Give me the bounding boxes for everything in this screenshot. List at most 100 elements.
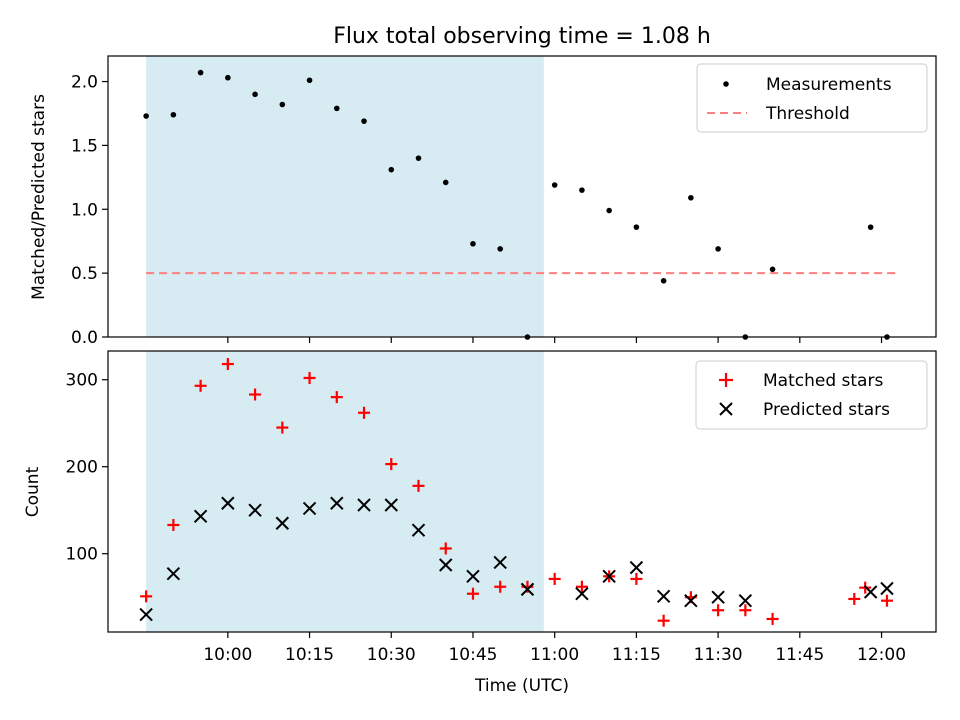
predicted-point-b: [357, 498, 371, 512]
top-ytick-label: 2.0: [71, 73, 98, 93]
matched-point: [167, 518, 180, 531]
predicted-point-b: [684, 593, 698, 608]
predicted-point: [139, 607, 153, 622]
matched-point: [630, 572, 643, 585]
top-legend: Measurements Threshold: [696, 63, 928, 133]
predicted-point: [248, 503, 262, 517]
measurement-point: [170, 111, 177, 118]
top-ylabel: Matched/Predicted stars: [29, 94, 49, 300]
matched-point: [194, 379, 207, 392]
matched-point: [412, 479, 425, 492]
legend-matched-label: Matched stars: [763, 371, 883, 391]
bottom-xtick-label: 10:00: [203, 645, 252, 665]
predicted-point-b: [411, 523, 426, 537]
measurement-point: [688, 194, 694, 201]
matched-point: [739, 604, 752, 617]
predicted-point-b: [330, 496, 344, 510]
predicted-point: [575, 587, 589, 601]
predicted-point: [466, 569, 480, 584]
measurement-point: [551, 182, 558, 188]
measurement-point: [279, 101, 286, 108]
measurement-point: [252, 91, 258, 98]
measurement-point: [769, 266, 776, 273]
predicted-point: [302, 501, 317, 516]
bottom-xtick-label: 11:00: [530, 645, 579, 665]
predicted-point: [520, 582, 535, 597]
predicted-point-b: [466, 569, 480, 584]
predicted-point: [411, 523, 426, 537]
matched-point: [140, 590, 153, 603]
predicted-point: [275, 516, 290, 530]
predicted-point-b: [711, 590, 725, 604]
measurement-point: [143, 113, 149, 119]
legend-threshold-label: Threshold: [765, 104, 850, 124]
measurement-point: [606, 207, 612, 214]
matched-point: [548, 572, 561, 585]
matched-point: [358, 406, 371, 419]
measurement-point: [497, 246, 504, 252]
predicted-point: [711, 590, 725, 604]
predicted-point: [602, 569, 616, 584]
predicted-point-b: [656, 589, 671, 604]
predicted-point-b: [193, 509, 208, 524]
predicted-point-b: [384, 498, 398, 512]
measurement-point: [660, 278, 667, 284]
matched-point: [330, 391, 343, 404]
predicted-point-b: [139, 607, 153, 622]
measurement-point: [579, 187, 585, 193]
matched-point: [466, 587, 479, 600]
top-ytick-label: 0.0: [71, 328, 98, 348]
bottom-xtick-label: 11:30: [694, 645, 743, 665]
legend-matched-marker: [719, 373, 733, 387]
predicted-points: [139, 496, 894, 622]
matched-point: [439, 542, 452, 555]
predicted-point: [493, 555, 507, 570]
legend-predicted-marker: [719, 402, 733, 416]
legend-measurement-marker: [723, 81, 729, 87]
bottom-xtick-label: 10:30: [367, 645, 416, 665]
bottom-xtick-label: 12:00: [857, 645, 906, 665]
measurement-point: [306, 77, 313, 84]
chart-title: Flux total observing time = 1.08 h: [333, 24, 711, 49]
bottom-xtick-label: 11:15: [612, 645, 661, 665]
bottom-xtick-label: 11:45: [775, 645, 824, 665]
predicted-point-b: [880, 581, 894, 596]
bottom-ytick-label: 300: [66, 371, 98, 391]
top-ytick-label: 1.5: [71, 136, 98, 156]
predicted-point-b: [275, 516, 290, 530]
matched-point: [494, 580, 507, 593]
matched-point: [712, 604, 725, 617]
predicted-point-b: [493, 555, 507, 570]
predicted-point: [166, 567, 181, 581]
xlabel: Time (UTC): [474, 676, 569, 696]
measurement-point: [715, 246, 721, 252]
predicted-point-b: [629, 560, 644, 575]
matched-point: [575, 580, 588, 593]
predicted-point-b: [439, 558, 453, 572]
top-panel: 0.00.51.01.52.0 Matched/Predicted stars …: [29, 55, 937, 348]
measurement-point: [415, 155, 422, 161]
measurement-point: [197, 69, 204, 76]
predicted-point-b: [166, 567, 181, 581]
bottom-axes-frame: [107, 350, 937, 633]
predicted-point: [439, 558, 453, 572]
predicted-point-b: [221, 496, 235, 510]
bottom-xtick-label: 10:45: [448, 645, 497, 665]
matched-point: [276, 421, 289, 434]
matched-point: [249, 388, 262, 401]
matched-point: [385, 458, 398, 471]
measurement-point: [867, 224, 874, 230]
predicted-point: [384, 498, 398, 512]
predicted-point-b: [738, 593, 753, 608]
predicted-point: [330, 496, 344, 510]
bottom-panel: 100 200 300 10:00 10:15 10:30 10:45 11:00 11:15 1…: [23, 350, 937, 696]
bottom-ylabel: Count: [23, 466, 43, 517]
predicted-point: [880, 581, 894, 596]
predicted-point-b: [302, 501, 317, 516]
measurement-point: [361, 118, 367, 124]
matched-point: [880, 594, 893, 607]
bottom-ytick-label: 100: [66, 545, 98, 565]
top-axes-frame: [107, 55, 937, 338]
measurement-point: [633, 224, 640, 230]
